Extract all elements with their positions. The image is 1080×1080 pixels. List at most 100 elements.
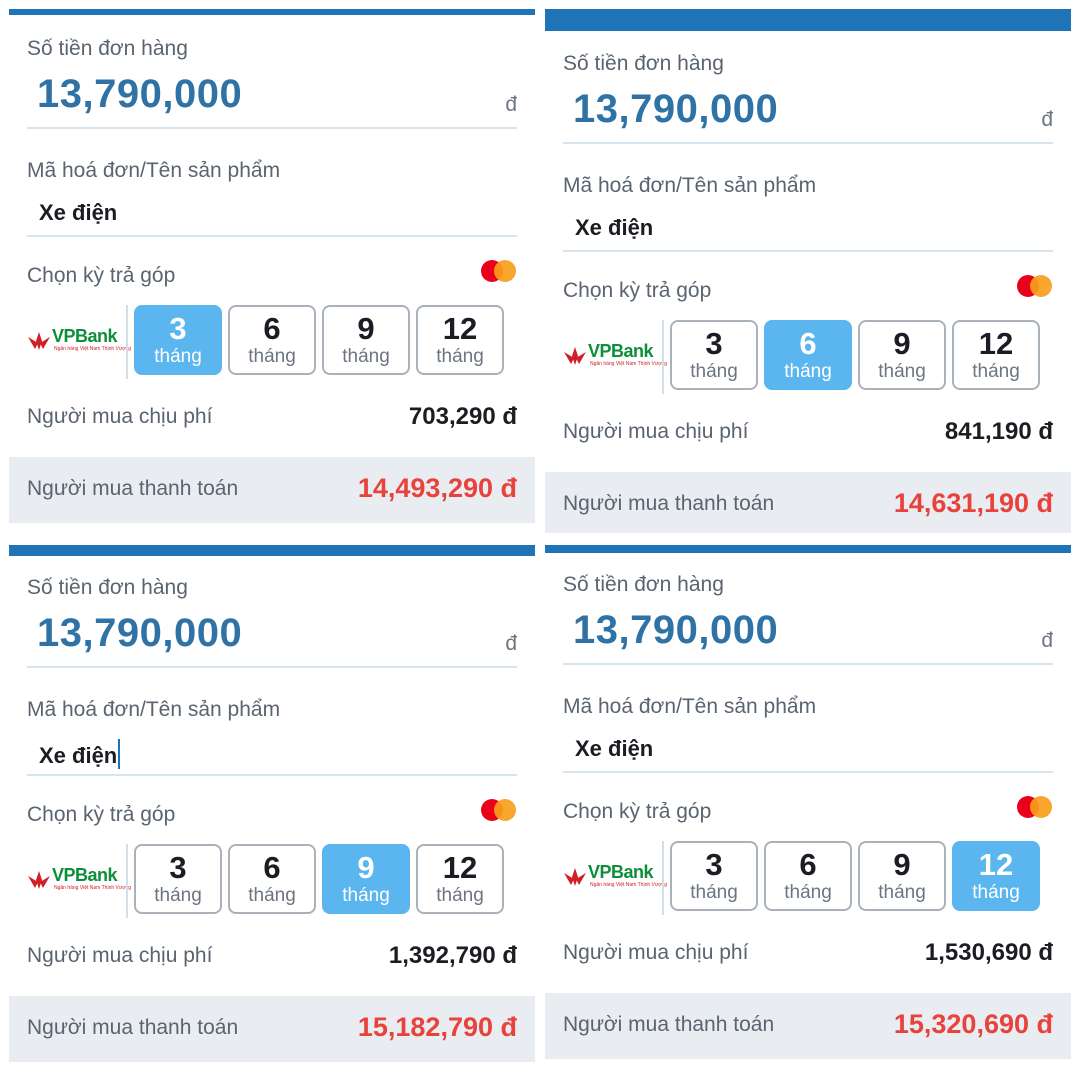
term-months: 12 [442,850,478,885]
installment-panel: Số tiền đơn hàng 13,790,000 đ Mã hoá đơn/Tê… [545,545,1071,1060]
installment-term-options: 3 tháng 6 tháng 9 tháng 12 tháng [670,841,1040,911]
order-amount-value[interactable]: 13,790,000 [573,87,779,131]
term-option-9[interactable]: 9 tháng [858,320,946,390]
product-label: Mã hoá đơn/Tên sản phẩm [563,174,817,197]
term-option-12[interactable]: 12 tháng [416,305,504,375]
bank-tagline: Ngân hàng Việt Nam Thịnh Vượng [54,885,132,891]
term-unit: tháng [342,885,390,906]
term-option-3[interactable]: 3 tháng [670,320,758,390]
term-unit: tháng [154,346,202,367]
term-option-6[interactable]: 6 tháng [764,841,852,911]
order-amount-value[interactable]: 13,790,000 [37,72,243,116]
product-underline [563,771,1053,773]
product-underline [27,774,517,776]
currency-symbol: đ [1041,629,1053,652]
term-option-12[interactable]: 12 tháng [952,841,1040,911]
bank-divider [126,305,128,379]
buyer-total-value: 15,320,690 đ [893,1009,1053,1039]
header-bar [9,9,535,15]
header-bar [545,545,1071,553]
buyer-total-label: Người mua thanh toán [563,1013,775,1036]
product-underline [27,235,517,237]
bank-divider [662,841,664,915]
term-months: 9 [893,326,911,361]
term-option-6[interactable]: 6 tháng [228,305,316,375]
text-cursor [118,739,121,769]
term-unit: tháng [154,885,202,906]
term-months: 9 [357,850,375,885]
total-row: Người mua thanh toán 14,493,290 đ [9,457,535,523]
term-months: 9 [357,311,375,346]
order-amount-label: Số tiền đơn hàng [27,37,188,60]
term-months: 3 [705,326,723,361]
mastercard-icon [1017,796,1053,818]
bank-divider [662,320,664,394]
currency-symbol: đ [505,632,517,655]
bank-tagline: Ngân hàng Việt Nam Thịnh Vượng [54,346,132,352]
amount-underline [563,142,1053,144]
buyer-fee-value: 1,530,690 đ [924,939,1053,966]
term-months: 9 [893,847,911,882]
buyer-total-value: 15,182,790 đ [357,1012,517,1042]
term-option-9[interactable]: 9 tháng [858,841,946,911]
term-option-12[interactable]: 12 tháng [416,844,504,914]
bank-name: VPBank [588,341,654,361]
installment-label: Chọn kỳ trả góp [27,803,176,826]
currency-symbol: đ [505,93,517,116]
term-unit: tháng [784,882,832,903]
term-option-9[interactable]: 9 tháng [322,844,410,914]
buyer-total-label: Người mua thanh toán [27,1016,239,1039]
term-months: 12 [442,311,478,346]
buyer-fee-value: 841,190 đ [944,418,1053,445]
product-value: Xe điện [39,743,118,768]
term-unit: tháng [248,346,296,367]
mastercard-icon [481,799,517,821]
product-value: Xe điện [39,200,118,225]
amount-underline [27,127,517,129]
term-option-3[interactable]: 3 tháng [670,841,758,911]
term-option-3[interactable]: 3 tháng [134,844,222,914]
term-unit: tháng [878,882,926,903]
term-option-6[interactable]: 6 tháng [228,844,316,914]
buyer-total-label: Người mua thanh toán [27,477,239,500]
mastercard-icon [481,260,517,282]
term-option-12[interactable]: 12 tháng [952,320,1040,390]
total-row: Người mua thanh toán 15,182,790 đ [9,996,535,1062]
term-option-6[interactable]: 6 tháng [764,320,852,390]
term-option-9[interactable]: 9 tháng [322,305,410,375]
buyer-total-value: 14,493,290 đ [357,473,517,503]
installment-panel: Số tiền đơn hàng 13,790,000 đ Mã hoá đơn/Tê… [545,9,1071,533]
term-months: 6 [799,847,817,882]
term-months: 3 [705,847,723,882]
product-input[interactable]: Xe điện [39,739,121,769]
term-months: 3 [169,311,187,346]
product-input[interactable]: Xe điện [575,736,653,762]
total-row: Người mua thanh toán 15,320,690 đ [545,993,1071,1059]
total-row: Người mua thanh toán 14,631,190 đ [545,472,1071,533]
order-amount-label: Số tiền đơn hàng [27,576,188,599]
term-unit: tháng [690,361,738,382]
product-input[interactable]: Xe điện [39,200,117,226]
buyer-total-value: 14,631,190 đ [893,488,1053,518]
order-amount-value[interactable]: 13,790,000 [37,611,243,655]
term-months: 12 [978,326,1014,361]
currency-symbol: đ [1041,108,1053,131]
installment-term-options: 3 tháng 6 tháng 9 tháng 12 tháng [134,305,504,375]
term-months: 6 [263,850,281,885]
installment-label: Chọn kỳ trả góp [563,279,712,302]
vpbank-logo-icon: VPBank Ngân hàng Việt Nam Thịnh Vượng [27,862,131,898]
product-input[interactable]: Xe điện [575,215,653,241]
bank-name: VPBank [588,862,654,882]
product-label: Mã hoá đơn/Tên sản phẩm [27,698,281,721]
term-unit: tháng [878,361,926,382]
vpbank-logo-icon: VPBank Ngân hàng Việt Nam Thịnh Vượng [27,323,131,359]
term-unit: tháng [690,882,738,903]
term-unit: tháng [248,885,296,906]
buyer-fee-value: 1,392,790 đ [388,942,517,969]
term-unit: tháng [972,882,1020,903]
order-amount-value[interactable]: 13,790,000 [573,608,779,652]
term-months: 6 [799,326,817,361]
term-option-3[interactable]: 3 tháng [134,305,222,375]
installment-term-options: 3 tháng 6 tháng 9 tháng 12 tháng [670,320,1040,390]
term-unit: tháng [436,346,484,367]
